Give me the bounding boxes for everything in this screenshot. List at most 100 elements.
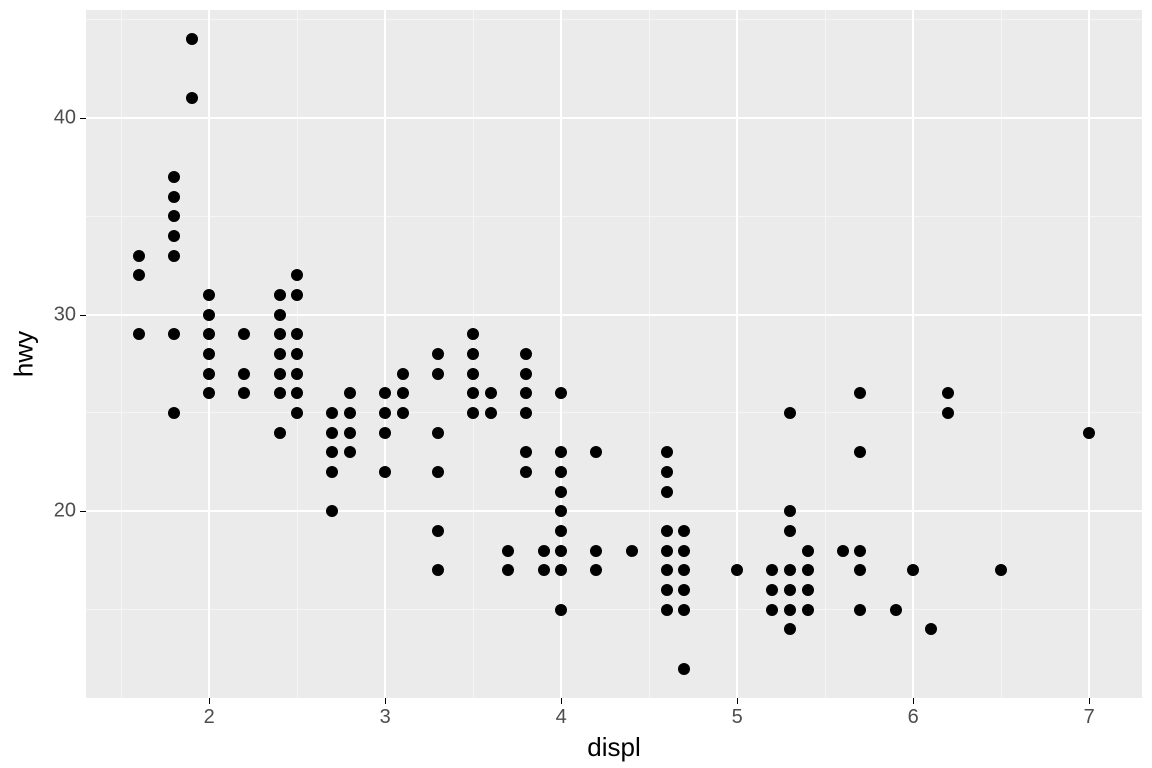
data-point [379,427,391,439]
data-point [854,545,866,557]
data-point [274,427,286,439]
data-point [238,387,250,399]
data-point [784,584,796,596]
data-point [203,289,215,301]
data-point [802,584,814,596]
data-point [802,564,814,576]
data-point [203,368,215,380]
data-point [344,407,356,419]
data-point [555,604,567,616]
data-point [520,368,532,380]
data-point [274,309,286,321]
data-point [274,348,286,360]
data-point [590,564,602,576]
data-point [678,604,690,616]
data-point [397,368,409,380]
data-point [555,505,567,517]
data-point [661,604,673,616]
data-point [766,584,778,596]
data-point [168,250,180,262]
data-point [326,446,338,458]
y-tick-label: 20 [48,500,76,523]
data-point [238,368,250,380]
x-tick-label: 7 [1084,706,1095,729]
scatter-chart: 234567203040 displ hwy [0,0,1152,768]
data-point [326,505,338,517]
data-point [274,328,286,340]
data-point [731,564,743,576]
data-point [555,486,567,498]
data-point [485,407,497,419]
data-point [661,525,673,537]
data-point [274,387,286,399]
data-point [168,191,180,203]
plot-panel [86,10,1142,698]
data-point [678,584,690,596]
data-point [291,387,303,399]
x-tick-label: 2 [204,706,215,729]
data-point [432,368,444,380]
data-point [467,407,479,419]
data-point [520,446,532,458]
data-point [467,368,479,380]
data-point [766,564,778,576]
data-point [168,171,180,183]
data-point [661,446,673,458]
data-point [520,466,532,478]
data-point [326,407,338,419]
data-point [661,466,673,478]
data-point [854,387,866,399]
data-point [344,427,356,439]
data-point [555,564,567,576]
data-point [784,407,796,419]
x-tick-label: 6 [908,706,919,729]
data-point [467,387,479,399]
data-point [925,623,937,635]
y-tick-label: 40 [48,107,76,130]
data-point [203,348,215,360]
data-point [432,466,444,478]
data-point [432,525,444,537]
data-point [538,545,550,557]
data-point [555,545,567,557]
data-point [661,564,673,576]
data-point [555,466,567,478]
data-point [291,289,303,301]
data-point [784,525,796,537]
data-point [890,604,902,616]
data-point [678,525,690,537]
data-point [590,545,602,557]
data-point [502,564,514,576]
data-point [555,525,567,537]
data-point [291,348,303,360]
data-point [274,368,286,380]
data-point [379,466,391,478]
data-point [291,269,303,281]
x-tick-label: 5 [732,706,743,729]
data-point [485,387,497,399]
data-point [379,387,391,399]
data-point [168,230,180,242]
data-point [502,545,514,557]
data-point [555,387,567,399]
data-point [168,210,180,222]
data-point [133,328,145,340]
data-point [678,564,690,576]
data-point [168,328,180,340]
data-point [168,407,180,419]
data-point [379,407,391,419]
data-point [397,407,409,419]
data-point [326,466,338,478]
data-point [520,348,532,360]
data-point [467,328,479,340]
data-point [854,564,866,576]
data-point [678,663,690,675]
data-point [907,564,919,576]
data-point [432,348,444,360]
data-point [678,545,690,557]
data-point [661,486,673,498]
data-point [520,407,532,419]
data-point [432,564,444,576]
data-point [186,33,198,45]
data-point [802,604,814,616]
